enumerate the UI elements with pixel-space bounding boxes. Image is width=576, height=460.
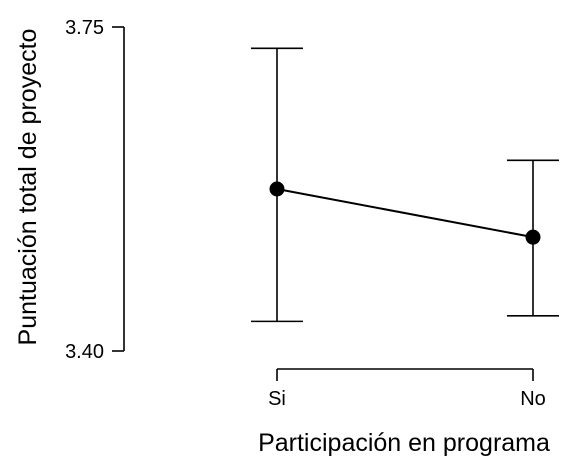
plot-area xyxy=(251,47,559,323)
x-axis-title: Participación en programa xyxy=(258,429,550,457)
data-point xyxy=(525,229,541,245)
series-line xyxy=(276,188,534,239)
x-tick-label: No xyxy=(520,388,546,410)
y-tick-label: 3.40 xyxy=(65,341,104,363)
x-axis: Si No xyxy=(268,368,546,410)
y-tick-label: 3.75 xyxy=(65,17,104,39)
y-axis: 3.75 3.40 xyxy=(65,17,125,363)
data-point xyxy=(269,181,285,197)
x-tick-label: Si xyxy=(268,388,286,410)
y-axis-title: Puntuación total de proyecto xyxy=(14,29,42,346)
